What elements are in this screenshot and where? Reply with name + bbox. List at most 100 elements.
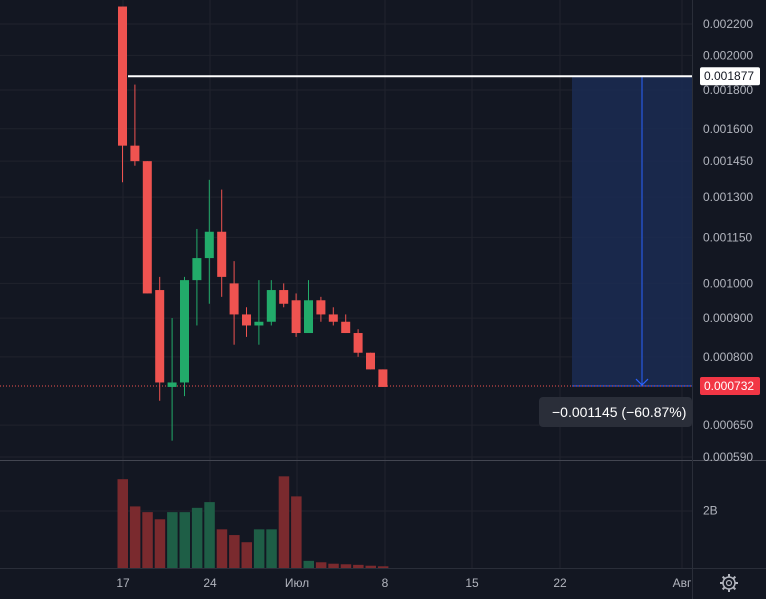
- volume-bar: [154, 519, 166, 568]
- candle: [341, 314, 351, 334]
- candle-body: [316, 300, 326, 315]
- candle: [155, 276, 165, 401]
- time-tick-label: 17: [116, 576, 130, 590]
- gear-icon[interactable]: [720, 574, 738, 592]
- candles: [118, 6, 388, 441]
- candle: [180, 276, 189, 397]
- price-tick-label: 0.002000: [703, 48, 753, 62]
- time-tick-label: 8: [382, 576, 389, 590]
- candle: [353, 329, 363, 357]
- time-tick-label: 15: [465, 576, 479, 590]
- volume-bar: [303, 560, 314, 568]
- volume-bar: [266, 529, 277, 568]
- volume-bar: [129, 506, 141, 568]
- volume-bar: [216, 529, 228, 568]
- gear-hub: [725, 579, 733, 587]
- candle: [266, 280, 276, 326]
- time-tick-label: 22: [553, 576, 567, 590]
- price-tick-label: 0.001150: [703, 230, 752, 244]
- volume-bar: [278, 476, 290, 568]
- time-tick-label: 24: [203, 576, 217, 590]
- volume-bar: [204, 502, 215, 568]
- candle-body: [279, 290, 289, 304]
- measure-label-box: [539, 397, 692, 427]
- price-tick-label: 0.000800: [703, 350, 753, 364]
- candle-body: [204, 231, 214, 259]
- candle: [366, 352, 375, 370]
- candle: [254, 280, 264, 345]
- volume-bar: [353, 564, 364, 568]
- volume-bar: [142, 512, 153, 568]
- volume-bar: [253, 529, 265, 568]
- hline-price-label: 0.001877: [704, 69, 754, 83]
- price-tick-label: 0.001300: [703, 190, 753, 204]
- candle-body: [118, 6, 127, 146]
- candle-body: [155, 290, 165, 383]
- grid: [0, 0, 692, 568]
- candle: [242, 307, 251, 337]
- candle: [328, 307, 338, 326]
- candle-body: [192, 258, 202, 281]
- candle: [316, 296, 326, 322]
- candle-body: [328, 314, 338, 322]
- candle-body: [353, 333, 363, 353]
- measure-range-box[interactable]: [572, 76, 692, 387]
- candle-body: [242, 314, 251, 326]
- volume-bar: [291, 496, 302, 568]
- candle-body: [378, 369, 388, 387]
- volume-axis[interactable]: 2B: [703, 504, 718, 518]
- candle: [142, 161, 152, 294]
- volume-bar: [167, 512, 178, 568]
- candle-body: [291, 300, 301, 334]
- price-axis[interactable]: 0.002200 0.002000 0.001800 0.001600 0.001450…: [703, 17, 753, 464]
- candle: [378, 369, 388, 387]
- volume-bar: [377, 566, 389, 568]
- candle: [291, 293, 301, 337]
- candle-body: [254, 321, 264, 326]
- time-tick-label: Авг: [673, 576, 692, 590]
- current-price-label: 0.000732: [704, 379, 754, 393]
- volume-bar: [179, 512, 190, 568]
- candle: [279, 283, 289, 308]
- volume-tick-label: 2B: [703, 504, 718, 518]
- candle-body: [366, 352, 375, 370]
- volume-bar: [315, 562, 327, 568]
- candle: [304, 280, 313, 334]
- price-tick-label: 0.001000: [703, 276, 753, 290]
- candle-body: [341, 321, 351, 334]
- measure-delta-text: −0.001145 (−60.87%): [552, 404, 686, 420]
- time-tick-label: Июл: [285, 576, 309, 590]
- candle-body: [142, 161, 152, 294]
- candle-body: [167, 382, 177, 387]
- price-tick-label: 0.001450: [703, 154, 753, 168]
- measure-tool[interactable]: [572, 75, 692, 387]
- candle-body: [130, 145, 140, 162]
- volume-bar: [229, 535, 240, 568]
- volume-bars: [117, 476, 389, 568]
- candle: [217, 189, 227, 297]
- candle: [118, 6, 127, 183]
- price-tick-label: 0.000650: [703, 418, 753, 432]
- candle: [204, 179, 214, 304]
- candle-body: [266, 290, 276, 322]
- candle-body: [229, 283, 239, 315]
- volume-bar: [328, 563, 339, 568]
- price-tick-label: 0.001600: [703, 122, 753, 136]
- price-tick-label: 0.002200: [703, 17, 753, 31]
- volume-bar: [365, 565, 376, 568]
- volume-bar: [340, 564, 352, 568]
- hline-price-tag: 0.001877: [700, 67, 760, 86]
- price-tick-label: 0.000590: [703, 450, 753, 464]
- current-price-tag: 0.000732: [700, 377, 760, 396]
- volume-bar: [117, 479, 128, 568]
- volume-bar: [241, 542, 252, 568]
- candle: [192, 228, 202, 326]
- measure-label: −0.001145 (−60.87%): [539, 397, 692, 427]
- candle-body: [180, 280, 189, 383]
- candle: [167, 318, 177, 441]
- time-axis[interactable]: 17 24 Июл 8 15 22 Авг: [116, 576, 692, 590]
- candle: [229, 261, 239, 345]
